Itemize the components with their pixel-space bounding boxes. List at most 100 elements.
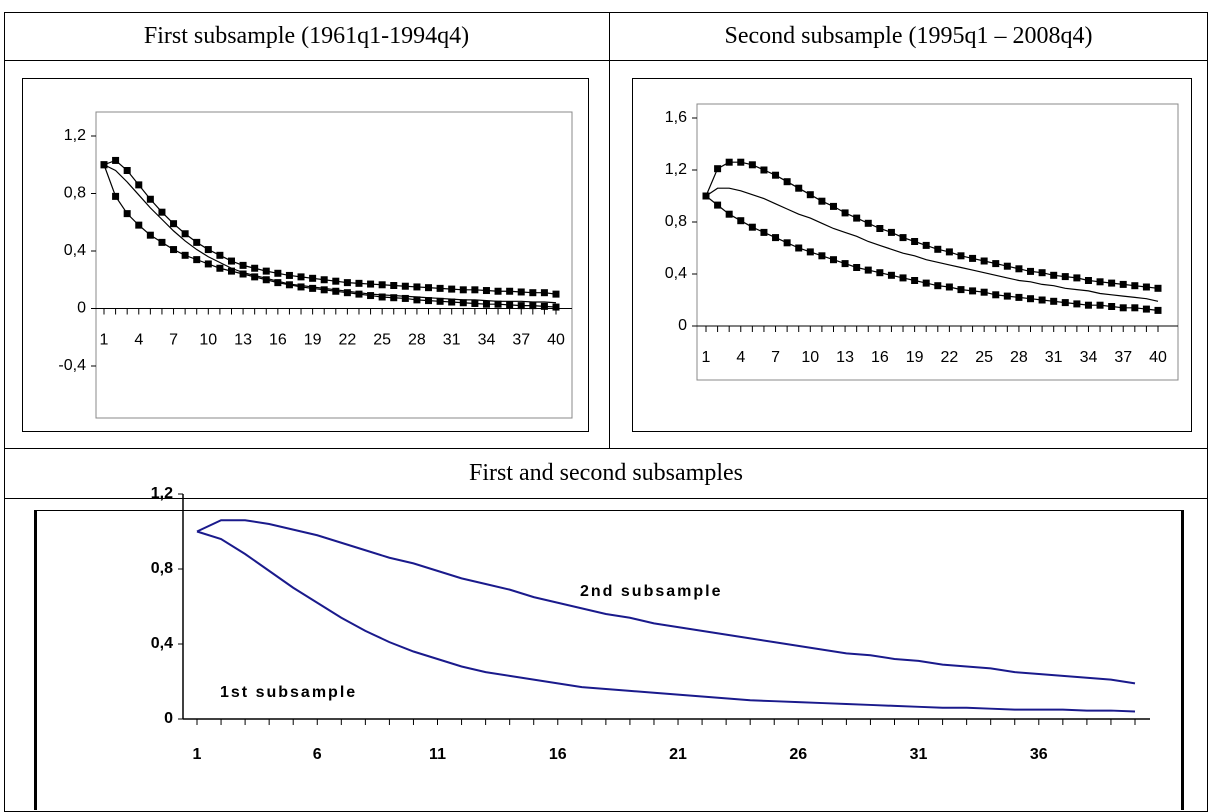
marker xyxy=(181,251,189,259)
y-tick-label: 0 xyxy=(164,710,173,727)
marker xyxy=(529,302,537,310)
marker xyxy=(309,274,317,282)
marker xyxy=(1027,295,1035,303)
marker xyxy=(436,284,444,292)
marker xyxy=(482,287,490,295)
marker xyxy=(390,282,398,289)
marker xyxy=(806,191,814,199)
marker xyxy=(274,279,282,287)
x-tick-label: 4 xyxy=(134,332,143,349)
x-tick-label: 13 xyxy=(234,332,252,349)
x-tick-label: 22 xyxy=(940,349,958,366)
marker xyxy=(922,241,930,249)
marker xyxy=(702,192,710,200)
marker xyxy=(829,202,837,210)
marker xyxy=(309,284,317,292)
marker xyxy=(853,264,861,271)
marker xyxy=(945,283,953,291)
x-tick-label: 1 xyxy=(702,349,711,366)
marker xyxy=(367,292,375,300)
marker xyxy=(980,288,988,296)
marker xyxy=(957,252,965,260)
x-tick-label: 36 xyxy=(1030,746,1048,763)
marker xyxy=(887,271,895,279)
marker xyxy=(274,269,282,277)
marker xyxy=(992,260,1000,268)
marker xyxy=(1084,301,1092,309)
marker xyxy=(448,298,456,306)
marker xyxy=(100,161,108,169)
marker xyxy=(135,181,143,189)
marker xyxy=(806,248,814,256)
marker xyxy=(864,266,872,274)
x-tick-label: 28 xyxy=(408,332,426,349)
marker xyxy=(123,210,131,218)
chart-box xyxy=(22,78,589,432)
marker xyxy=(332,277,340,285)
marker xyxy=(390,294,398,302)
marker xyxy=(506,301,514,309)
y-tick-label: 0,4 xyxy=(64,242,86,259)
marker xyxy=(170,220,178,228)
marker xyxy=(1131,282,1139,290)
marker xyxy=(922,279,930,287)
row-divider xyxy=(4,448,1208,449)
marker xyxy=(378,281,386,289)
marker xyxy=(540,289,548,297)
series-line xyxy=(196,530,1136,713)
x-tick-label: 16 xyxy=(871,349,889,366)
marker xyxy=(969,287,977,295)
header-cell: First subsample (1961q1-1994q4) xyxy=(143,23,470,49)
marker xyxy=(227,267,235,275)
marker xyxy=(517,302,525,310)
marker xyxy=(494,300,502,308)
marker xyxy=(1061,299,1069,307)
marker xyxy=(1142,283,1150,291)
marker xyxy=(957,286,965,294)
marker xyxy=(227,257,235,265)
marker xyxy=(135,221,143,229)
y-tick-label: 0,8 xyxy=(151,560,173,577)
x-tick-label: 16 xyxy=(269,332,287,349)
marker xyxy=(1050,271,1058,279)
x-tick-label: 1 xyxy=(193,746,202,763)
marker xyxy=(1038,296,1046,304)
marker xyxy=(552,303,560,311)
marker xyxy=(204,260,212,268)
marker xyxy=(772,171,780,179)
x-tick-label: 31 xyxy=(1045,349,1063,366)
marker xyxy=(448,285,456,293)
x-tick-label: 4 xyxy=(736,349,745,366)
marker xyxy=(251,273,259,281)
marker xyxy=(471,286,479,294)
marker xyxy=(945,248,953,256)
marker xyxy=(239,261,247,269)
page: First subsample (1961q1-1994q4) Second s… xyxy=(4,12,1208,812)
charts: -0,400,40,81,21 4 7 10 13 16 19 22 25 28 31 34 37 400… xyxy=(58,103,1179,763)
x-tick-label: 22 xyxy=(338,332,356,349)
marker xyxy=(1015,265,1023,273)
marker xyxy=(158,238,166,246)
marker xyxy=(911,238,919,245)
marker xyxy=(262,276,270,284)
x-tick-label: 40 xyxy=(547,332,565,349)
marker xyxy=(401,282,409,290)
marker xyxy=(992,291,1000,299)
marker xyxy=(1084,277,1092,284)
marker xyxy=(413,283,421,291)
marker xyxy=(795,244,803,252)
x-tick-label: 25 xyxy=(975,349,993,366)
x-tick-label: 37 xyxy=(512,332,530,349)
marker xyxy=(355,279,363,287)
marker xyxy=(285,281,293,289)
marker xyxy=(158,208,166,216)
series-line xyxy=(103,164,557,308)
marker xyxy=(1131,304,1139,312)
chart-box xyxy=(34,510,1184,810)
x-tick-label: 25 xyxy=(373,332,391,349)
marker xyxy=(459,286,467,294)
marker xyxy=(725,210,733,218)
marker xyxy=(783,239,791,247)
y-tick-label: 1,6 xyxy=(665,109,687,126)
header-cell: First and second subsamples xyxy=(469,460,743,486)
